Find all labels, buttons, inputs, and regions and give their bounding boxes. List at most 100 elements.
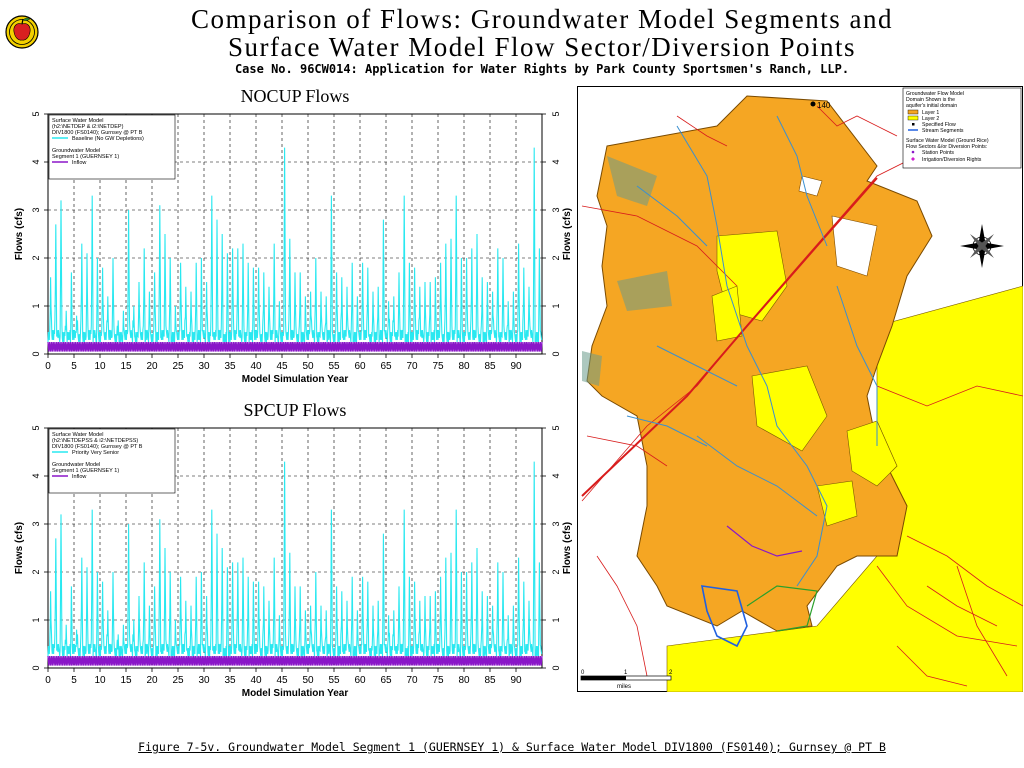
x-tick-label: 60	[354, 675, 366, 686]
map-legend-layer1: Layer 1	[922, 110, 939, 116]
x-tick-label: 55	[328, 361, 340, 372]
scale-unit: miles	[617, 684, 631, 690]
x-tick-label: 15	[120, 361, 132, 372]
y-tick-label-right: 5	[551, 111, 561, 116]
map-layer1-region	[582, 95, 933, 632]
chart-title: NOCUP Flows	[241, 86, 350, 106]
series-surface-flow-line	[47, 147, 543, 343]
legend-box	[48, 428, 176, 494]
x-tick-label: 0	[45, 675, 51, 686]
x-tick-label: 50	[302, 361, 314, 372]
y-axis-label-right: Flows (cfs)	[562, 522, 573, 574]
y-tick-label: 0	[31, 665, 41, 670]
chart-legend: Surface Water Model(h2:\NETDEP & i2:\NET…	[48, 114, 176, 180]
chart-title: SPCUP Flows	[244, 400, 347, 420]
y-axis-label: Flows (cfs)	[14, 208, 25, 260]
y-tick-label: 4	[31, 159, 41, 164]
y-tick-label-right: 1	[551, 303, 561, 308]
scale-label-2: 2	[669, 670, 673, 676]
legend-gw-heading-line: Groundwater Model	[52, 148, 100, 154]
legend-inflow-label: Inflow	[72, 474, 86, 480]
x-tick-label: 30	[198, 361, 210, 372]
x-tick-label: 70	[406, 361, 418, 372]
legend-inflow-label: Inflow	[72, 160, 86, 166]
x-tick-label: 20	[146, 361, 158, 372]
x-tick-label: 25	[172, 361, 184, 372]
map-legend-gw-line3: aquifer's initial domain	[906, 103, 957, 109]
y-tick-label-right: 4	[551, 159, 561, 164]
x-tick-label: 20	[146, 675, 158, 686]
y-tick-label-right: 5	[551, 425, 561, 430]
x-tick-label: 75	[432, 361, 444, 372]
map-streams	[626, 115, 878, 587]
map-highway	[581, 177, 878, 497]
x-tick-label: 70	[406, 675, 418, 686]
map-legend-station-points: Station Points	[922, 150, 954, 156]
legend-sw-heading-line: (h2:\NETDEPSS & i2:\NETDEPSS)	[52, 438, 138, 444]
map-legend-gw-line2: Domain Shown is the	[906, 97, 955, 103]
segment-label: 140	[817, 101, 831, 110]
y-tick-label: 2	[31, 569, 41, 574]
map-scale-bar: 0 1 2 miles	[580, 670, 673, 690]
x-tick-label: 55	[328, 675, 340, 686]
legend-gw-heading-line: Segment 1 (GUERNSEY 1)	[52, 154, 119, 160]
x-tick-label: 85	[484, 675, 496, 686]
x-tick-label: 10	[94, 361, 106, 372]
legend-surface-flow-label: Priority Very Senior	[72, 450, 119, 456]
x-tick-label: 15	[120, 675, 132, 686]
x-tick-label: 40	[250, 361, 262, 372]
legend-sw-heading-line: DIV1800 (FS0140); Gurnsey @ PT B	[52, 444, 143, 450]
x-tick-label: 40	[250, 675, 262, 686]
legend-surface-flow-label: Baseline (No GW Depletions)	[72, 136, 144, 142]
map-specified-flow	[700, 585, 748, 648]
y-tick-label-right: 3	[551, 207, 561, 212]
series-surface-flow-line	[47, 461, 543, 657]
y-tick-label-right: 0	[551, 351, 561, 356]
series-inflow-line	[47, 655, 543, 666]
segment-marker	[810, 101, 816, 107]
legend-sw-heading-line: DIV1800 (FS0140); Gurnsey @ PT B	[52, 130, 143, 136]
scale-label-0: 0	[581, 670, 585, 676]
x-tick-label: 80	[458, 361, 470, 372]
y-tick-label: 3	[31, 521, 41, 526]
scale-label-1: 1	[624, 670, 628, 676]
map-legend-layer2: Layer 2	[922, 116, 939, 122]
x-tick-label: 10	[94, 675, 106, 686]
y-axis-label: Flows (cfs)	[14, 522, 25, 574]
x-tick-label: 35	[224, 361, 236, 372]
x-tick-label: 90	[510, 361, 522, 372]
map-legend-sw-line2: Flow Sectors &/or Diversion Points:	[906, 144, 987, 150]
map-legend-sw-line1: Surface Water Model (Ground Rice)	[906, 138, 989, 144]
x-tick-label: 25	[172, 675, 184, 686]
legend-box	[48, 114, 176, 180]
map-legend-gw-line1: Groundwater Flow Model	[906, 91, 964, 97]
y-tick-label: 4	[31, 473, 41, 478]
map-legend: Groundwater Flow Model Domain Shown is t…	[902, 87, 1022, 169]
x-tick-label: 45	[276, 361, 288, 372]
x-tick-label: 85	[484, 361, 496, 372]
apple-logo	[5, 15, 39, 49]
x-tick-label: 60	[354, 361, 366, 372]
x-tick-label: 75	[432, 675, 444, 686]
legend-sw-heading-line: Surface Water Model	[52, 432, 103, 438]
map-legend-irrigation-rights: Irrigation/Diversion Rights	[922, 157, 982, 163]
x-tick-label: 45	[276, 675, 288, 686]
y-tick-label: 1	[31, 303, 41, 308]
x-tick-label: 90	[510, 675, 522, 686]
y-tick-label-right: 2	[551, 569, 561, 574]
x-tick-label: 50	[302, 675, 314, 686]
x-tick-label: 0	[45, 361, 51, 372]
x-tick-label: 65	[380, 675, 392, 686]
y-tick-label: 0	[31, 351, 41, 356]
y-tick-label: 3	[31, 207, 41, 212]
legend-sw-heading-line: Surface Water Model	[52, 118, 103, 124]
y-tick-label-right: 4	[551, 473, 561, 478]
y-tick-label-right: 1	[551, 617, 561, 622]
x-tick-label: 35	[224, 675, 236, 686]
x-tick-label: 65	[380, 361, 392, 372]
compass-rose-icon	[960, 224, 1004, 268]
page-title-line2: Surface Water Model Flow Sector/Diversio…	[228, 32, 856, 62]
y-tick-label: 5	[31, 111, 41, 116]
y-tick-label-right: 0	[551, 665, 561, 670]
